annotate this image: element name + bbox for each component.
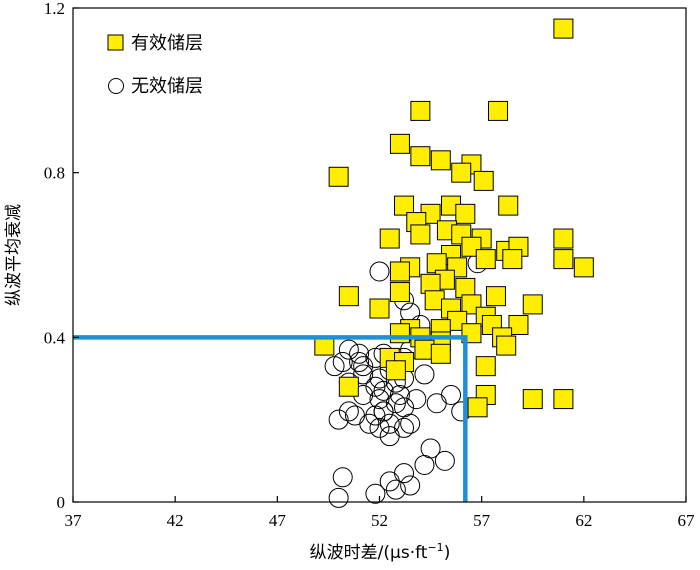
effective-point	[488, 100, 509, 121]
ineffective-point	[379, 413, 400, 434]
ineffective-point	[353, 356, 374, 377]
effective-point	[467, 397, 488, 418]
y-tick-label: 1.2	[44, 0, 65, 18]
x-axis-title: 纵波时差/(μs·ft−1)	[310, 541, 451, 563]
ineffective-point	[379, 426, 400, 447]
legend-circle-marker	[108, 78, 124, 94]
effective-point	[553, 18, 574, 39]
ineffective-point	[328, 487, 349, 508]
effective-point	[553, 249, 574, 270]
ineffective-point	[328, 409, 349, 430]
effective-point	[430, 343, 451, 364]
ineffective-point	[414, 364, 435, 385]
x-tick-label: 47	[269, 511, 287, 530]
ineffective-point	[365, 483, 386, 504]
effective-point	[379, 228, 400, 249]
legend-label-ineffective: 无效储层	[131, 76, 203, 97]
ineffective-point	[344, 405, 365, 426]
cutoff-layer	[73, 335, 468, 502]
ineffective-point	[349, 343, 370, 364]
effective-point	[389, 282, 410, 303]
effective-point	[451, 162, 472, 183]
ineffective-point	[400, 475, 421, 496]
x-axis-title-sup: −1	[427, 541, 443, 554]
legend-label-effective: 有效储层	[131, 33, 203, 54]
ineffective-point	[414, 454, 435, 475]
legend: 有效储层 无效储层	[107, 33, 203, 97]
x-tick-label: 62	[575, 511, 592, 530]
ineffective-point	[338, 401, 359, 422]
effective-point	[498, 195, 519, 216]
effective-point	[496, 335, 517, 356]
ineffective-point	[400, 413, 421, 434]
y-axis-title: 纵波平均衰减	[4, 204, 24, 306]
effective-point	[389, 261, 410, 282]
ineffective-point	[369, 417, 390, 438]
ineffective-point	[379, 471, 400, 492]
data-layer	[314, 18, 594, 508]
effective-point	[410, 224, 431, 245]
ineffective-point	[369, 261, 390, 282]
x-tick-label: 42	[167, 511, 184, 530]
effective-point	[522, 294, 543, 315]
ineffective-point	[394, 417, 415, 438]
effective-point	[369, 298, 390, 319]
ineffective-point	[338, 339, 359, 360]
cutoff-line	[73, 335, 468, 502]
effective-point	[394, 195, 415, 216]
effective-point	[430, 150, 451, 171]
x-tick-label: 67	[678, 511, 696, 530]
y-tick-label: 0.4	[44, 328, 66, 347]
effective-point	[475, 356, 496, 377]
effective-point	[473, 170, 494, 191]
effective-point	[389, 133, 410, 154]
x-tick-label: 57	[473, 511, 491, 530]
effective-point	[410, 146, 431, 167]
effective-point	[553, 228, 574, 249]
ineffective-point	[332, 467, 353, 488]
legend-square-marker	[107, 34, 124, 51]
ineffective-point	[441, 384, 462, 405]
ineffective-point	[324, 356, 345, 377]
effective-point	[553, 389, 574, 410]
y-tick-label: 0.8	[44, 164, 65, 183]
effective-point	[338, 286, 359, 307]
x-axis-title-main: 纵波时差/(μs·ft	[310, 543, 428, 563]
effective-point	[573, 257, 594, 278]
axis-layer: 37 42 47 52 57 62 67 0 0.4 0.8 1.2	[44, 0, 695, 530]
effective-point	[475, 249, 496, 270]
effective-point	[338, 376, 359, 397]
y-tick-label: 0	[57, 493, 66, 512]
effective-point	[485, 286, 506, 307]
effective-point	[502, 249, 523, 270]
effective-point	[522, 389, 543, 410]
effective-point	[328, 166, 349, 187]
ineffective-point	[406, 389, 427, 410]
effective-point	[455, 203, 476, 224]
effective-point	[389, 323, 410, 344]
ineffective-point	[349, 352, 370, 373]
ineffective-point	[373, 401, 394, 422]
effective-point	[385, 360, 406, 381]
ineffective-point	[434, 450, 455, 471]
x-tick-label: 52	[371, 511, 388, 530]
effective-point	[410, 100, 431, 121]
x-tick-label: 37	[65, 511, 83, 530]
ineffective-point	[385, 479, 406, 500]
x-axis-title-end: )	[444, 543, 451, 563]
effective-point	[508, 314, 529, 335]
ineffective-point	[369, 389, 390, 410]
ineffective-point	[426, 393, 447, 414]
